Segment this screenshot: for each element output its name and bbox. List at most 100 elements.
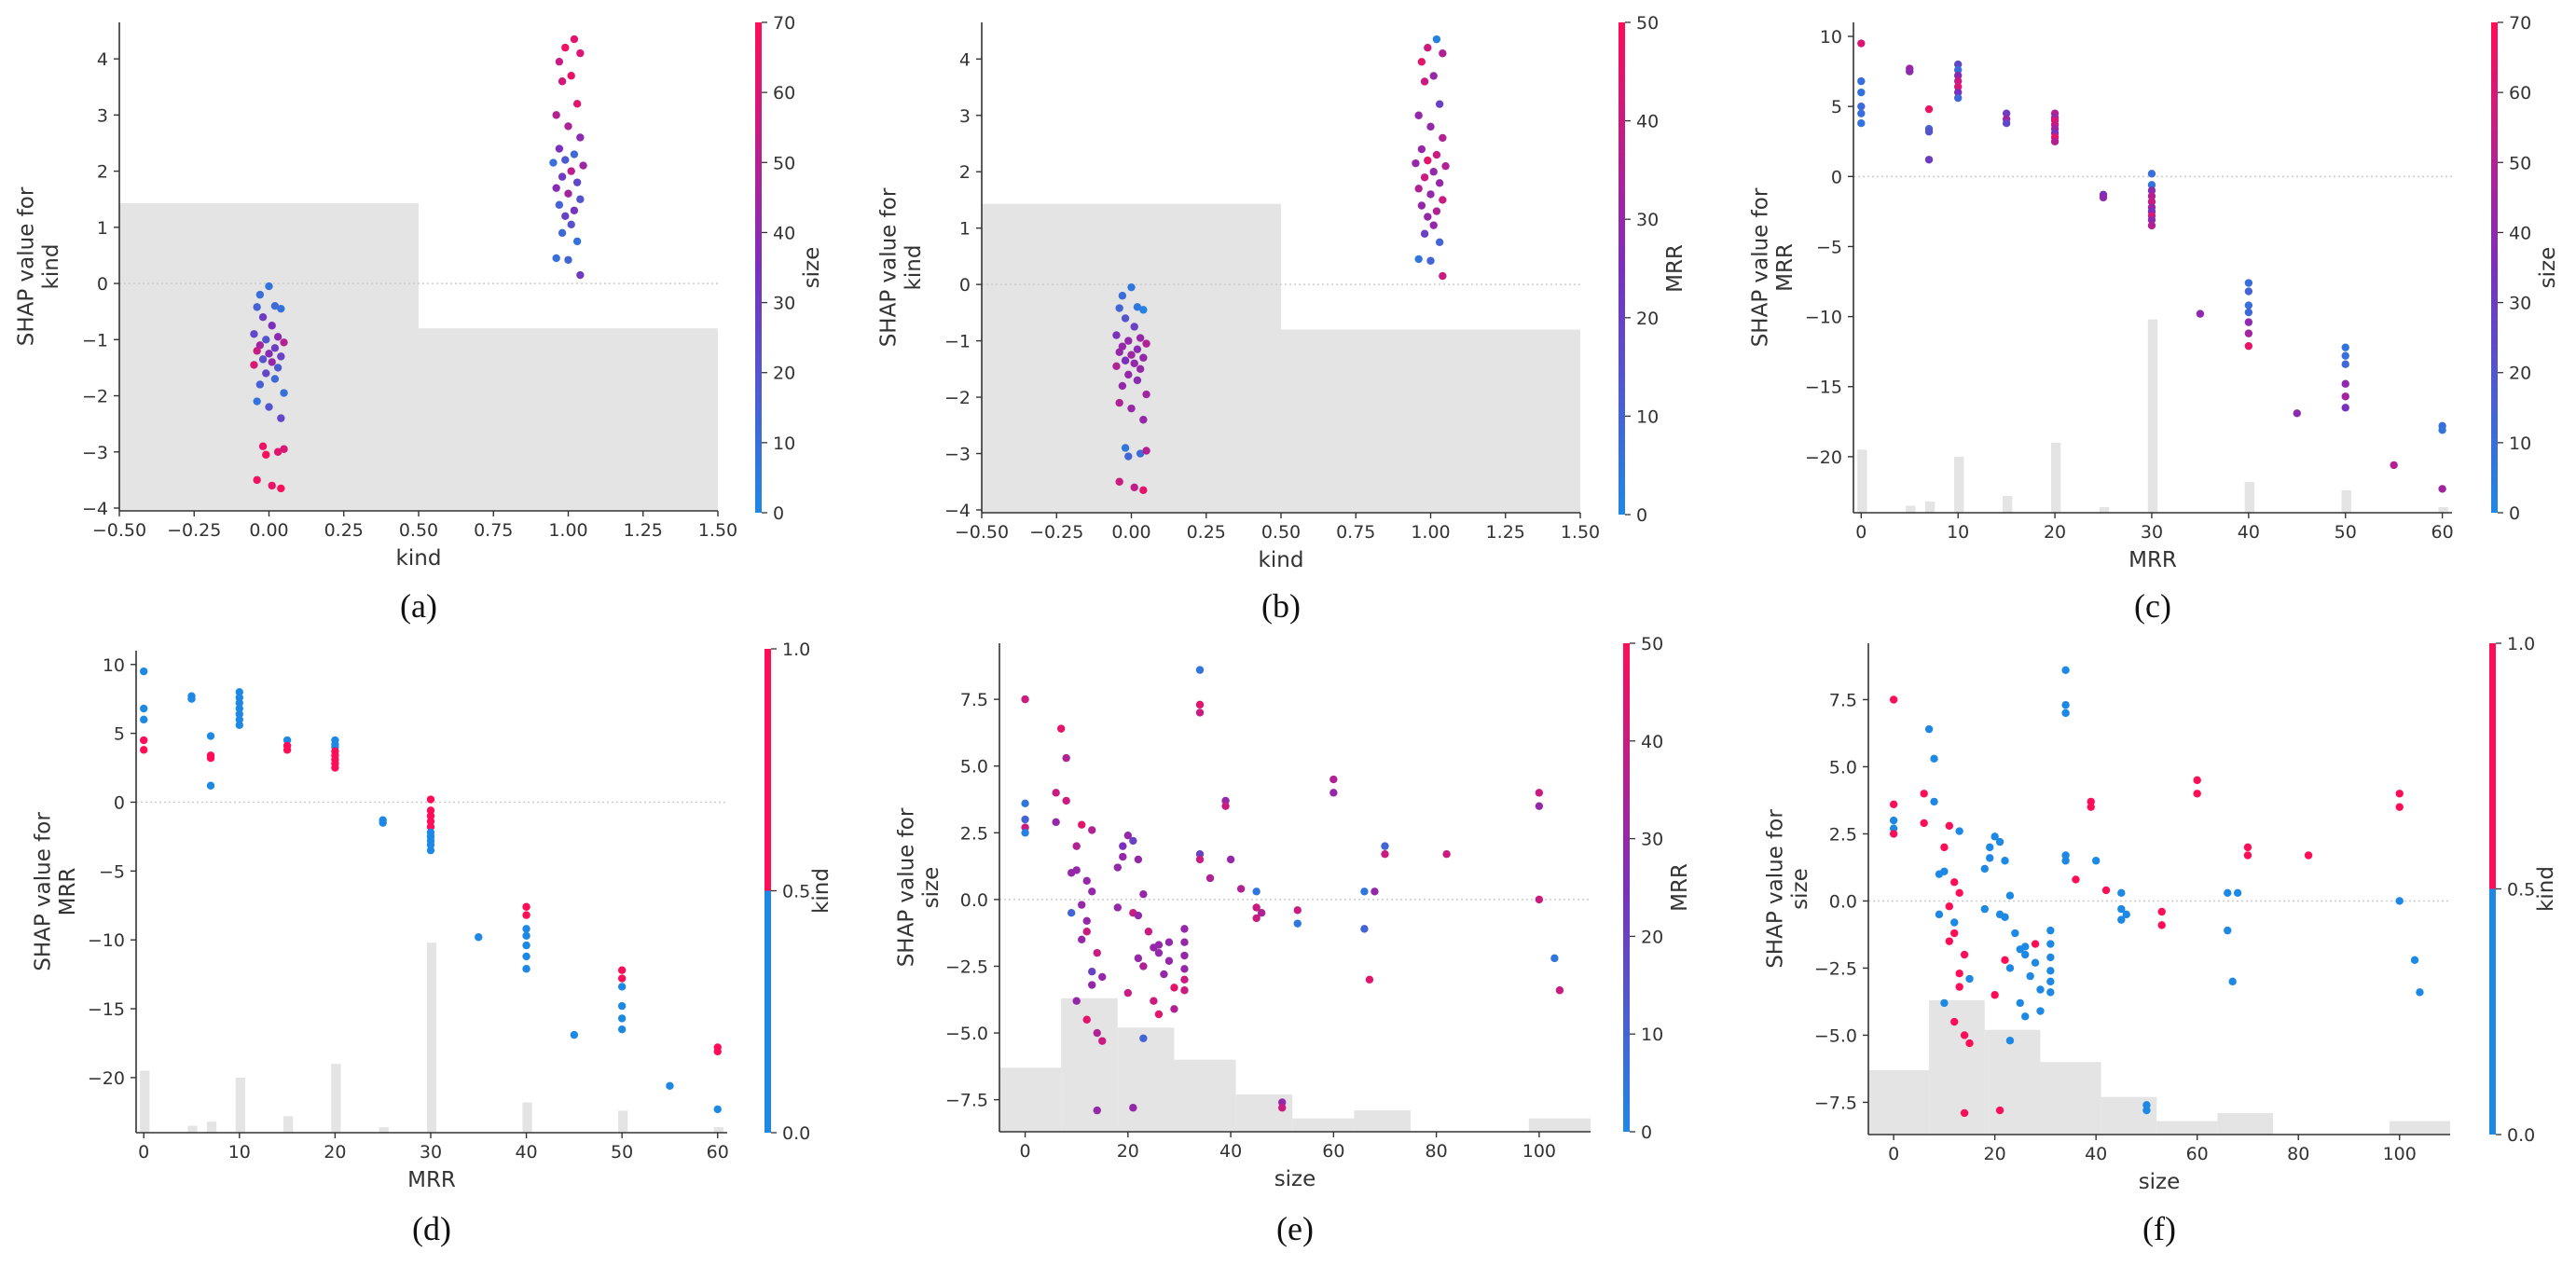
data-point <box>1429 72 1438 80</box>
x-tick-label: 60 <box>2431 522 2454 543</box>
data-point <box>1133 303 1142 311</box>
colorbar-tick-label: 1.0 <box>782 640 810 660</box>
data-point <box>1127 404 1136 413</box>
data-point <box>576 133 585 142</box>
data-point <box>1441 161 1450 171</box>
data-point <box>1119 852 1127 861</box>
data-point <box>1062 796 1070 805</box>
data-point <box>576 195 585 203</box>
data-point <box>2147 221 2156 230</box>
data-point <box>250 361 258 369</box>
x-tick-label: 0.50 <box>1261 522 1301 543</box>
data-point <box>277 484 285 493</box>
data-point <box>270 301 280 310</box>
x-tick-label: 30 <box>420 1142 442 1163</box>
data-point <box>1118 292 1127 300</box>
y-tick-label: −5 <box>99 861 125 882</box>
y-tick-label: −15 <box>88 999 125 1020</box>
data-point <box>549 158 558 167</box>
data-point <box>1129 836 1137 846</box>
y-axis-label: SHAP value forkind <box>876 187 925 347</box>
histogram-bar <box>1292 1118 1355 1132</box>
data-point <box>2395 803 2404 811</box>
colorbar-label: size <box>2536 247 2560 289</box>
data-point <box>1164 938 1174 946</box>
data-point <box>280 389 288 397</box>
data-point <box>2061 701 2070 709</box>
data-point <box>1424 44 1432 52</box>
y-axis-label-line2: kind <box>39 244 63 290</box>
data-point <box>2002 119 2011 128</box>
colorbar-label: kind <box>2534 866 2558 912</box>
data-point <box>2244 301 2253 310</box>
data-point <box>1857 39 1866 48</box>
data-point <box>2147 181 2156 189</box>
data-point <box>1924 724 1934 734</box>
data-point <box>1424 213 1432 221</box>
x-tick-label: 1.25 <box>1486 522 1525 543</box>
data-point <box>1052 789 1060 797</box>
histogram-bar <box>1354 1110 1412 1132</box>
data-point <box>1133 376 1142 385</box>
data-point <box>2099 193 2108 202</box>
data-point <box>379 819 387 827</box>
data-point <box>1995 837 2004 846</box>
data-point <box>1426 190 1435 199</box>
data-point <box>1123 988 1133 998</box>
y-tick-label: 4 <box>959 49 971 70</box>
data-point <box>1293 919 1302 928</box>
data-point <box>1195 700 1205 709</box>
histogram-bar <box>713 1127 723 1133</box>
histogram-bar <box>140 1070 150 1133</box>
data-point <box>1180 925 1189 933</box>
data-point <box>576 48 585 58</box>
data-point <box>2031 958 2040 967</box>
data-point <box>273 447 282 456</box>
data-point <box>270 375 280 383</box>
colorbar-tick-label: 0 <box>1636 505 1647 526</box>
data-point <box>1535 789 1544 797</box>
data-point <box>1115 477 1123 486</box>
data-point <box>555 57 564 66</box>
y-axis-label-line2: kind <box>902 245 926 291</box>
colorbar-tick-label: 60 <box>2509 83 2531 103</box>
data-point <box>1945 937 1954 945</box>
data-point <box>1139 416 1148 424</box>
data-point <box>253 475 261 485</box>
data-point <box>1067 909 1076 917</box>
histogram-bar <box>2050 442 2061 513</box>
y-tick-label: −20 <box>88 1068 125 1089</box>
y-tick-label: 7.5 <box>960 690 988 710</box>
colorbar-tick-label: 20 <box>2509 364 2531 384</box>
data-point <box>1160 970 1168 979</box>
colorbar-tick-label: 0.5 <box>2507 880 2535 901</box>
data-point <box>1164 956 1174 965</box>
data-point <box>255 290 265 299</box>
y-tick-label: −15 <box>1805 378 1842 398</box>
data-point <box>1133 345 1142 353</box>
histogram-bar <box>235 1077 245 1133</box>
x-tick-label: 100 <box>2383 1144 2417 1164</box>
data-point <box>1955 970 1963 978</box>
histogram-bar <box>1906 505 1916 513</box>
data-point <box>1115 348 1123 356</box>
data-point <box>1082 876 1091 886</box>
x-tick-label: 1.25 <box>624 520 663 541</box>
data-point <box>2046 953 2055 962</box>
data-point <box>1432 207 1441 215</box>
data-point <box>1144 928 1153 936</box>
y-tick-label: −2 <box>82 387 108 407</box>
data-point <box>1920 790 1928 798</box>
y-tick-label: 1 <box>959 219 971 240</box>
data-point <box>1371 888 1379 896</box>
y-axis-label-line1: SHAP value for <box>1763 809 1787 969</box>
x-tick-label: 60 <box>707 1142 729 1163</box>
y-tick-label: 2.5 <box>960 823 988 844</box>
y-tick-label: −5.0 <box>1814 1025 1857 1046</box>
data-point <box>1960 950 1969 959</box>
data-point <box>1180 965 1189 973</box>
data-point <box>713 1047 722 1056</box>
data-point <box>1021 695 1029 704</box>
